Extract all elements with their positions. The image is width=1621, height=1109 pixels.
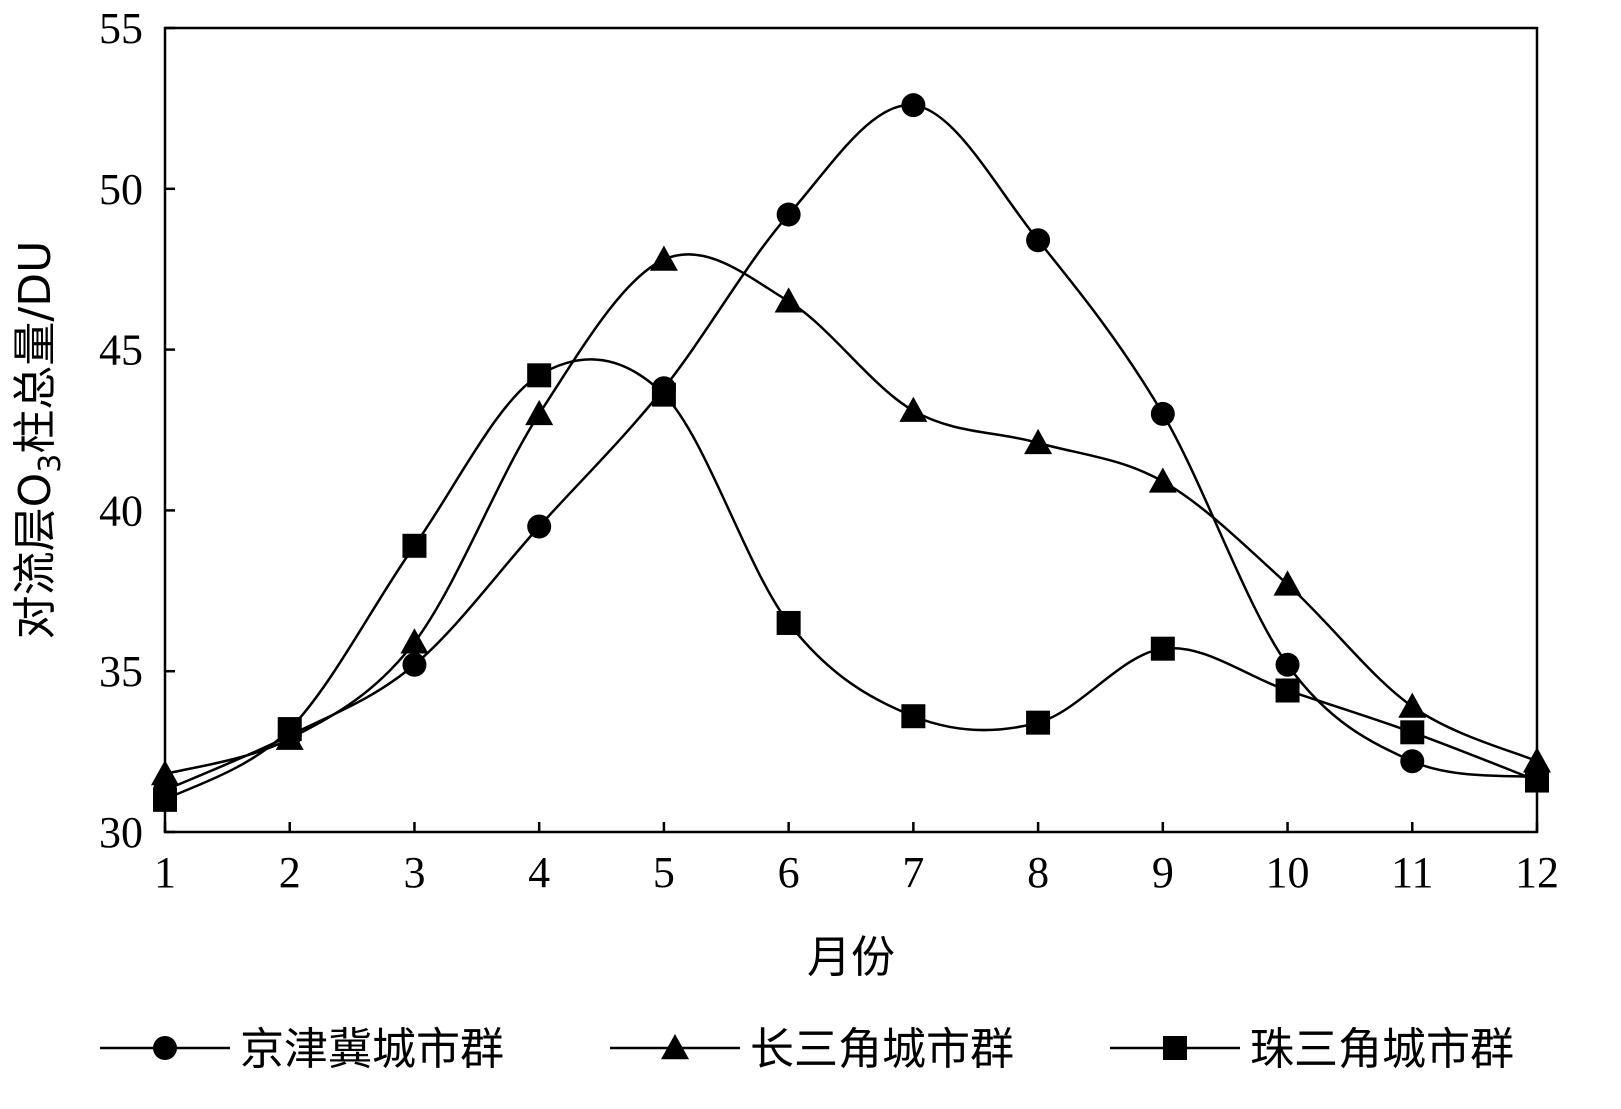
series-jingjinji xyxy=(153,93,1549,803)
series-changsanjiao xyxy=(151,245,1551,786)
data-point-jingjinji xyxy=(1275,652,1300,677)
data-point-changsanjiao xyxy=(1148,467,1177,493)
data-point-jingjinji xyxy=(527,514,552,539)
x-tick-label: 2 xyxy=(279,848,301,897)
y-axis-title-subscript: 3 xyxy=(33,454,68,473)
x-tick-label: 7 xyxy=(902,848,924,897)
y-tick-label: 35 xyxy=(99,647,143,696)
x-tick-label: 4 xyxy=(528,848,550,897)
series-line-zhusanjiao xyxy=(164,358,1538,801)
plot-area xyxy=(151,93,1551,812)
y-tick-label: 50 xyxy=(99,165,143,214)
data-point-changsanjiao xyxy=(525,399,554,426)
data-point-jingjinji xyxy=(901,93,926,118)
legend-marker-square xyxy=(1163,1036,1187,1060)
legend-label: 珠三角城市群 xyxy=(1250,1024,1514,1075)
x-tick-label: 6 xyxy=(778,848,800,897)
y-axis-title-suffix: 柱总量/DU xyxy=(10,241,61,454)
data-point-zhusanjiao xyxy=(1150,636,1175,661)
data-point-changsanjiao xyxy=(1273,570,1302,596)
y-tick-label: 55 xyxy=(99,4,143,53)
y-tick-label: 45 xyxy=(99,326,143,375)
x-tick-label: 3 xyxy=(403,848,425,897)
x-tick-label: 1 xyxy=(154,848,176,897)
data-point-zhusanjiao xyxy=(651,382,676,407)
legend-item-jingjinji: 京津冀城市群 xyxy=(100,1024,504,1075)
y-axis-title: 对流层O3柱总量/DU xyxy=(10,241,68,640)
legend-marker-circle xyxy=(153,1036,177,1060)
data-point-zhusanjiao xyxy=(402,533,427,558)
plot-frame xyxy=(163,26,1539,834)
data-point-zhusanjiao xyxy=(1400,720,1425,745)
legend-item-zhusanjiao: 珠三角城市群 xyxy=(1110,1024,1514,1075)
legend: 京津冀城市群 长三角城市群 珠三角城市群 xyxy=(100,1024,1514,1075)
y-tick-label: 30 xyxy=(99,808,143,857)
x-tick-label: 9 xyxy=(1152,848,1174,897)
legend-label: 长三角城市群 xyxy=(750,1024,1014,1075)
y-axis-title-prefix: 对流层O xyxy=(10,473,61,640)
data-point-zhusanjiao xyxy=(1026,710,1051,735)
data-point-changsanjiao xyxy=(649,245,678,271)
x-tick-label: 11 xyxy=(1391,848,1433,897)
data-point-jingjinji xyxy=(1400,749,1425,774)
y-tick-label: 40 xyxy=(99,486,143,535)
data-point-jingjinji xyxy=(402,652,427,677)
legend-item-changsanjiao: 长三角城市群 xyxy=(610,1024,1014,1075)
data-point-zhusanjiao xyxy=(277,717,302,742)
data-point-jingjinji xyxy=(1026,228,1051,253)
data-point-zhusanjiao xyxy=(776,610,801,635)
x-tick-label: 10 xyxy=(1266,848,1310,897)
data-point-zhusanjiao xyxy=(901,704,926,729)
x-tick-label: 12 xyxy=(1515,848,1559,897)
data-point-zhusanjiao xyxy=(527,363,552,388)
data-point-jingjinji xyxy=(776,202,801,227)
series-zhusanjiao xyxy=(153,358,1549,812)
data-point-changsanjiao xyxy=(400,628,429,654)
data-point-jingjinji xyxy=(1150,401,1175,426)
legend-marker-triangle xyxy=(661,1034,689,1060)
data-point-changsanjiao xyxy=(899,396,928,422)
x-tick-label: 5 xyxy=(653,848,675,897)
legend-label: 京津冀城市群 xyxy=(240,1024,504,1075)
data-point-zhusanjiao xyxy=(1275,678,1300,703)
data-point-changsanjiao xyxy=(774,287,803,313)
data-point-changsanjiao xyxy=(1398,692,1427,718)
x-axis-title: 月份 xyxy=(807,932,895,983)
x-tick-label: 8 xyxy=(1027,848,1049,897)
data-point-changsanjiao xyxy=(1024,428,1053,455)
